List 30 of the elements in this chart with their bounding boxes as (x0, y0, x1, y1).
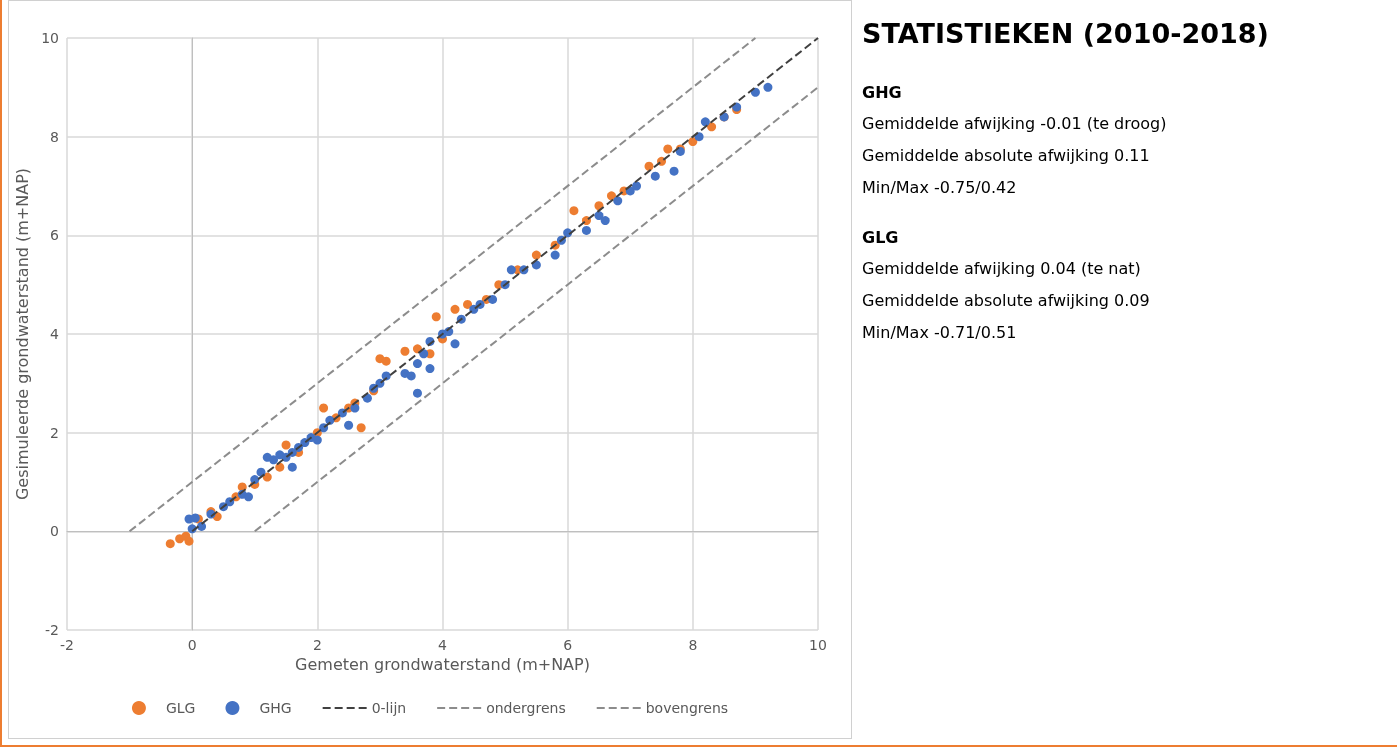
y-tick-label: 8 (50, 128, 59, 145)
text: GHG (862, 83, 903, 102)
text: Gemiddelde afwijking 0.04 (te nat) (862, 258, 1142, 280)
y-tick-label: 4 (50, 326, 60, 342)
legend-label: bovengrens (645, 700, 729, 716)
y-tick-label: -2 (45, 622, 59, 638)
x-tick-label: 8 (688, 637, 698, 653)
x-tick-label: 4 (438, 637, 448, 653)
y-tick-label: 10 (41, 30, 59, 46)
legend-label: ondergrens (486, 700, 566, 716)
x-tick-label: 10 (809, 637, 827, 653)
text: Min/Max -0.75/0.42 (862, 177, 1018, 199)
legend-label: GLG (165, 700, 196, 716)
legend-label: GHG (259, 700, 292, 716)
text: GLG (862, 228, 900, 247)
y-tick-label: 0 (50, 523, 59, 540)
legend-label: 0-lijn (371, 700, 407, 716)
y-tick-label: 2 (50, 424, 59, 441)
text: STATISTIEKEN (2010-2018) (862, 18, 1270, 49)
text: Gemiddelde absolute afwijking 0.11 (862, 145, 1151, 167)
x-axis-title: Gemeten grondwaterstand (m+NAP) (295, 655, 590, 675)
x-tick-label: -2 (60, 637, 74, 653)
text: Min/Max -0.71/0.51 (862, 322, 1018, 344)
y-axis-title: Gesimuleerde grondwaterstand (m+NAP) (12, 167, 32, 501)
x-tick-label: 6 (563, 637, 573, 653)
text: Gemiddelde absolute afwijking 0.09 (862, 290, 1151, 312)
x-tick-label: 2 (312, 637, 322, 653)
text: Gemiddelde afwijking -0.01 (te droog) (862, 113, 1168, 135)
y-tick-label: 6 (50, 227, 60, 244)
x-tick-label: 0 (187, 637, 197, 653)
